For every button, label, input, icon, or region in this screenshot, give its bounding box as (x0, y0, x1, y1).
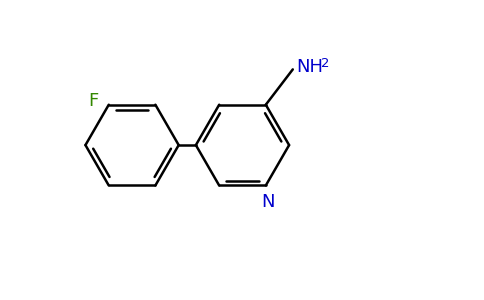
Text: N: N (261, 193, 275, 211)
Text: 2: 2 (321, 57, 330, 70)
Text: F: F (88, 92, 98, 110)
Text: NH: NH (297, 58, 324, 76)
